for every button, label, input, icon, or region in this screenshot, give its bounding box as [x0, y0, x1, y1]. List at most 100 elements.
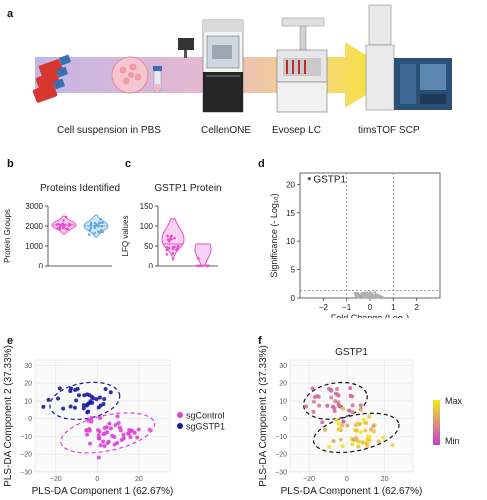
data-point-sgControl	[176, 244, 180, 248]
data-point-sgControl	[371, 424, 376, 429]
volcano-point	[370, 293, 373, 297]
data-point-sgControl	[357, 439, 362, 444]
data-point-sgControl	[102, 425, 107, 430]
data-point-sgControl	[101, 432, 106, 437]
data-point-sgGSTP1	[85, 402, 90, 407]
data-point-sgGSTP1	[93, 222, 97, 225]
y-tick-label: 50	[144, 242, 153, 251]
chart-title: Proteins Identified	[40, 183, 120, 194]
data-point-sgGSTP1	[57, 386, 62, 391]
y-tick-label: 5	[291, 266, 296, 275]
workflow-diagram: Cell suspension in PBS CellenONE Evosep …	[32, 4, 452, 136]
data-point-sgGSTP1	[74, 398, 79, 403]
data-point-sgGSTP1	[341, 419, 346, 424]
data-point-sgControl	[372, 429, 377, 434]
data-point-sgGSTP1	[88, 229, 92, 232]
data-point-sgControl	[84, 428, 89, 433]
gstp1-annotation: GSTP1	[313, 175, 346, 186]
legend-label-sgGSTP1: sgGSTP1	[186, 422, 225, 432]
data-point-sgControl	[327, 444, 332, 449]
x-tick-label: sgGSTP1	[177, 267, 208, 268]
legend-label-sgControl: sgControl	[186, 411, 225, 421]
x-tick-label: 0	[368, 303, 373, 312]
x-tick-label: −2	[319, 303, 329, 312]
data-point-sgGSTP1	[197, 257, 200, 260]
data-point-sgControl	[64, 227, 68, 231]
data-point-sgControl	[338, 437, 343, 442]
data-point-sgControl	[87, 426, 92, 431]
legend-marker-sgControl	[177, 412, 183, 418]
data-point-sgControl	[323, 427, 328, 432]
data-point-sgControl	[121, 432, 126, 437]
panel-label-e: e	[7, 335, 14, 347]
data-point-sgGSTP1	[98, 221, 102, 225]
workflow-label-cell-suspension: Cell suspension in PBS	[57, 125, 161, 136]
data-point-sgControl	[85, 432, 90, 437]
data-point-sgGSTP1	[312, 395, 317, 400]
legend-marker-sgGSTP1	[177, 423, 183, 429]
y-tick-label: 1000	[25, 242, 43, 251]
data-point-sgGSTP1	[90, 400, 95, 405]
x-axis-label: Fold Change (Log₂)	[331, 313, 410, 318]
data-point-sgControl	[117, 425, 122, 430]
data-point-sgControl	[132, 430, 137, 435]
data-point-sgControl	[165, 253, 169, 256]
y-tick-label: 15	[286, 209, 295, 218]
data-point-sgGSTP1	[41, 404, 46, 409]
y-axis-label: PLS-DA Component 2 (37.33%)	[258, 345, 269, 487]
y-axis-label: Significance (- Log₁₀)	[269, 193, 279, 277]
data-point-sgGSTP1	[96, 223, 99, 227]
volcano-point	[358, 293, 361, 297]
y-tick-label: 3000	[25, 202, 43, 211]
workflow-label-timstof: timsTOF SCP	[358, 125, 420, 136]
data-point-sgControl	[98, 443, 103, 448]
colorbar-label-max: Max	[445, 396, 463, 406]
evosep-lc-icon	[276, 17, 328, 113]
data-point-sgControl	[167, 246, 171, 250]
data-point-sgGSTP1	[81, 406, 86, 411]
data-point-sgControl	[171, 247, 175, 251]
x-tick-label: 0	[345, 476, 349, 483]
data-point-sgGSTP1	[350, 410, 355, 415]
tube-icon	[153, 66, 162, 93]
data-point-sgControl	[337, 426, 342, 431]
data-point-sgGSTP1	[316, 394, 321, 399]
timstof-instrument-icon	[365, 4, 452, 111]
data-point-sgGSTP1	[85, 392, 90, 397]
y-tick-label: −20	[20, 452, 32, 459]
data-point-sgGSTP1	[333, 399, 338, 404]
data-point-sgControl	[368, 427, 373, 432]
panel-label-b: b	[7, 158, 14, 170]
y-tick-label: 20	[286, 180, 295, 189]
data-point-sgControl	[64, 215, 68, 219]
data-point-sgControl	[336, 421, 341, 426]
data-point-sgGSTP1	[311, 399, 316, 404]
data-point-sgGSTP1	[347, 408, 352, 413]
data-point-sgGSTP1	[81, 403, 86, 408]
volcano-point	[365, 291, 369, 295]
y-tick-label: 20	[24, 381, 32, 388]
y-tick-label: −10	[20, 434, 32, 441]
data-point-sgGSTP1	[336, 403, 341, 408]
confidence-ellipse-sgGSTP1	[49, 381, 121, 421]
data-point-sgControl	[119, 438, 124, 443]
y-axis-label: Protein Groups	[3, 209, 12, 263]
violin-sgControl	[161, 218, 185, 261]
data-point-sgControl	[56, 226, 60, 230]
data-point-sgGSTP1	[68, 404, 73, 409]
y-tick-label: 0	[291, 294, 296, 303]
data-point-sgGSTP1	[101, 230, 104, 234]
volcano-point	[376, 295, 380, 299]
x-tick-label: 1	[391, 303, 396, 312]
y-tick-label: 0	[283, 416, 287, 423]
data-point-sgControl	[108, 426, 113, 431]
y-tick-label: 150	[140, 202, 154, 211]
data-point-sgControl	[340, 423, 345, 428]
y-tick-label: −10	[275, 434, 287, 441]
cell-flasks-icon	[32, 54, 72, 103]
data-point-sgGSTP1	[46, 397, 51, 402]
data-point-sgControl	[55, 223, 59, 226]
data-point-sgControl	[135, 435, 140, 440]
workflow-label-evosep: Evosep LC	[272, 125, 321, 136]
